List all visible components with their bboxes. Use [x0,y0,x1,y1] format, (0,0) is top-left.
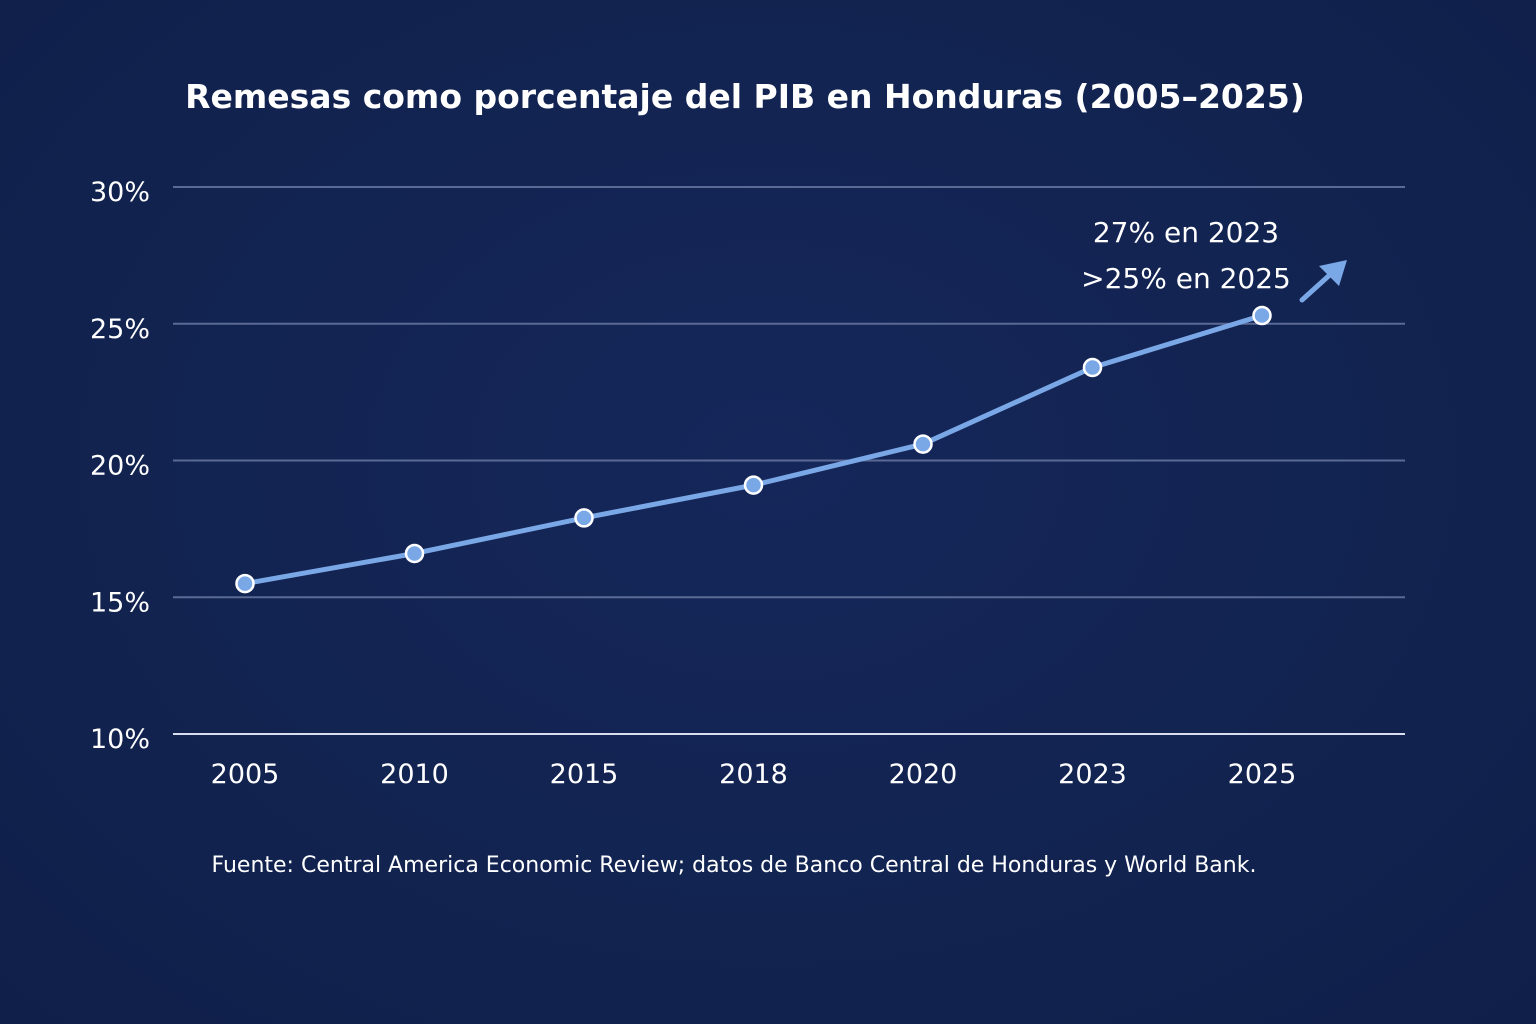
y-tick-label: 15% [90,587,150,618]
data-point [1082,357,1103,378]
x-axis-tick-labels: 2005 2010 2015 2018 2020 2023 2025 [211,759,1297,790]
annotation-line-1: 27% en 2023 [1093,216,1279,249]
x-tick-label: 2020 [889,759,958,790]
data-point [404,543,425,564]
data-point [574,508,594,528]
x-tick-label: 2018 [719,759,788,790]
grid-lines [173,186,1405,599]
series [235,305,1272,594]
y-tick-label: 20% [90,451,150,482]
x-tick-label: 2005 [211,759,280,790]
data-point [235,573,255,594]
y-axis-tick-labels: 30% 25% 20% 15% 10% [90,177,150,755]
x-tick-label: 2015 [550,759,619,790]
annotation-arrow-shaft [1299,269,1336,303]
x-tick-label: 2010 [380,759,449,790]
source-note: Fuente: Central America Economic Review;… [212,853,1257,878]
annotation: 27% en 2023 >25% en 2025 [1081,216,1347,303]
annotation-line-2: >25% en 2025 [1081,262,1291,295]
x-tick-label: 2025 [1228,759,1297,790]
data-point [913,434,933,454]
series-line [242,313,1265,587]
data-point [1252,305,1272,326]
y-tick-label: 30% [90,177,150,208]
x-tick-label: 2023 [1058,759,1127,790]
annotation-arrow-icon [1319,260,1347,286]
data-point [743,475,764,495]
chart-title: Remesas como porcentaje del PIB en Hondu… [185,77,1305,116]
y-tick-label: 25% [90,314,150,345]
y-tick-label: 10% [90,724,150,755]
